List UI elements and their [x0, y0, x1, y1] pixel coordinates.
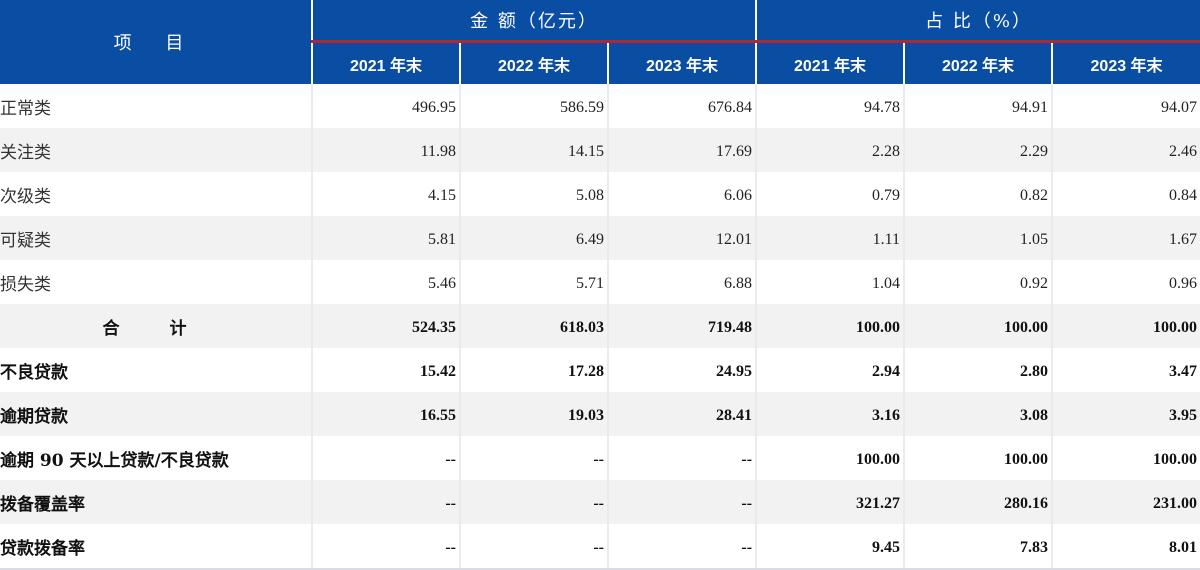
ratio-cell: 231.00	[1051, 480, 1200, 524]
ratio-cell: 100.00	[903, 304, 1053, 348]
table-row-substandard: 次级类 4.15 5.08 6.06 0.79 0.82 0.84	[0, 172, 1200, 216]
amount-cell: 496.95	[311, 84, 460, 128]
amount-cell: 5.08	[459, 172, 608, 216]
ratio-cell: 3.47	[1051, 348, 1200, 392]
ratio-cell: 8.01	[1051, 524, 1200, 570]
ratio-cell: 0.82	[903, 172, 1053, 216]
ratio-cell: 94.91	[903, 84, 1053, 128]
amount-cell: --	[459, 480, 608, 524]
amount-cell: 618.03	[459, 304, 608, 348]
amount-cell: 5.71	[459, 260, 608, 304]
ratio-cell: 1.04	[755, 260, 905, 304]
amount-cell: --	[459, 524, 608, 570]
amount-cell: 676.84	[606, 84, 757, 128]
table-row-loan-provision-ratio: 贷款拨备率 -- -- -- 9.45 7.83 8.01	[0, 524, 1200, 570]
ratio-cell: 1.11	[755, 216, 905, 260]
table-row-special-mention: 关注类 11.98 14.15 17.69 2.28 2.29 2.46	[0, 128, 1200, 172]
ratio-cell: 100.00	[755, 436, 905, 480]
ratio-year-2022-header: 2022 年末	[903, 41, 1053, 84]
table-row-overdue: 逾期贷款 16.55 19.03 28.41 3.16 3.08 3.95	[0, 392, 1200, 436]
amount-cell: --	[606, 480, 757, 524]
ratio-cell: 280.16	[903, 480, 1053, 524]
amount-cell: 586.59	[459, 84, 608, 128]
amount-cell: 17.69	[606, 128, 757, 172]
amount-cell: 15.42	[311, 348, 460, 392]
ratio-cell: 7.83	[903, 524, 1053, 570]
amount-cell: 24.95	[606, 348, 757, 392]
ratio-cell: 0.84	[1051, 172, 1200, 216]
amount-cell: --	[606, 524, 757, 570]
row-label: 次级类	[0, 186, 51, 207]
amount-cell: --	[606, 436, 757, 480]
amount-year-2023-header: 2023 年末	[606, 41, 757, 84]
ratio-cell: 94.07	[1051, 84, 1200, 128]
row-label: 正常类	[0, 98, 51, 119]
amount-year-2021-header: 2021 年末	[311, 41, 460, 84]
ratio-cell: 0.92	[903, 260, 1053, 304]
table-row-npl: 不良贷款 15.42 17.28 24.95 2.94 2.80 3.47	[0, 348, 1200, 392]
amount-cell: 28.41	[606, 392, 757, 436]
table-row-loss: 损失类 5.46 5.71 6.88 1.04 0.92 0.96	[0, 260, 1200, 304]
amount-cell: 6.06	[606, 172, 757, 216]
ratio-cell: 100.00	[1051, 436, 1200, 480]
amount-cell: 5.46	[311, 260, 460, 304]
ratio-cell: 2.80	[903, 348, 1053, 392]
amount-cell: 11.98	[311, 128, 460, 172]
amount-cell: 16.55	[311, 392, 460, 436]
amount-cell: 719.48	[606, 304, 757, 348]
amount-group-header: 金 额（亿元）	[310, 0, 757, 43]
amount-cell: 524.35	[311, 304, 460, 348]
ratio-cell: 3.16	[755, 392, 905, 436]
amount-cell: --	[459, 436, 608, 480]
amount-cell: --	[311, 480, 460, 524]
amount-cell: 6.49	[459, 216, 608, 260]
ratio-cell: 2.94	[755, 348, 905, 392]
row-label: 合 计	[0, 304, 312, 348]
ratio-cell: 1.67	[1051, 216, 1200, 260]
row-label: 关注类	[0, 128, 312, 172]
ratio-cell: 94.78	[755, 84, 905, 128]
ratio-cell: 2.29	[903, 128, 1053, 172]
amount-cell: --	[311, 524, 460, 570]
ratio-cell: 0.96	[1051, 260, 1200, 304]
ratio-cell: 100.00	[755, 304, 905, 348]
amount-cell: 17.28	[459, 348, 608, 392]
ratio-cell: 321.27	[755, 480, 905, 524]
ratio-year-2023-header: 2023 年末	[1051, 41, 1200, 84]
ratio-cell: 3.08	[903, 392, 1053, 436]
table-row-provision-coverage: 拨备覆盖率 -- -- -- 321.27 280.16 231.00	[0, 480, 1200, 524]
row-label: 不良贷款	[0, 362, 68, 383]
row-label: 逾期 90 天以上贷款/不良贷款	[0, 450, 229, 471]
ratio-cell: 2.28	[755, 128, 905, 172]
table-row-total: 合 计 524.35 618.03 719.48 100.00 100.00 1…	[0, 304, 1200, 348]
row-label: 拨备覆盖率	[0, 480, 312, 524]
table-row-overdue-90-ratio: 逾期 90 天以上贷款/不良贷款 -- -- -- 100.00 100.00 …	[0, 436, 1200, 480]
ratio-cell: 9.45	[755, 524, 905, 570]
row-label: 可疑类	[0, 216, 312, 260]
amount-cell: 12.01	[606, 216, 757, 260]
table-row-doubtful: 可疑类 5.81 6.49 12.01 1.11 1.05 1.67	[0, 216, 1200, 260]
amount-cell: 4.15	[311, 172, 460, 216]
ratio-cell: 2.46	[1051, 128, 1200, 172]
row-label-header: 项 目	[0, 0, 312, 84]
ratio-group-header: 占 比（%）	[755, 0, 1200, 43]
amount-cell: --	[311, 436, 460, 480]
row-label: 损失类	[0, 274, 51, 295]
ratio-cell: 1.05	[903, 216, 1053, 260]
ratio-cell: 100.00	[1051, 304, 1200, 348]
ratio-cell: 3.95	[1051, 392, 1200, 436]
ratio-cell: 100.00	[903, 436, 1053, 480]
ratio-cell: 0.79	[755, 172, 905, 216]
amount-cell: 19.03	[459, 392, 608, 436]
amount-cell: 14.15	[459, 128, 608, 172]
ratio-year-2021-header: 2021 年末	[755, 41, 905, 84]
amount-cell: 5.81	[311, 216, 460, 260]
row-label: 逾期贷款	[0, 392, 312, 436]
row-label: 贷款拨备率	[0, 524, 312, 570]
amount-year-2022-header: 2022 年末	[459, 41, 608, 84]
amount-cell: 6.88	[606, 260, 757, 304]
table-row-normal: 正常类 496.95 586.59 676.84 94.78 94.91 94.…	[0, 84, 1200, 128]
